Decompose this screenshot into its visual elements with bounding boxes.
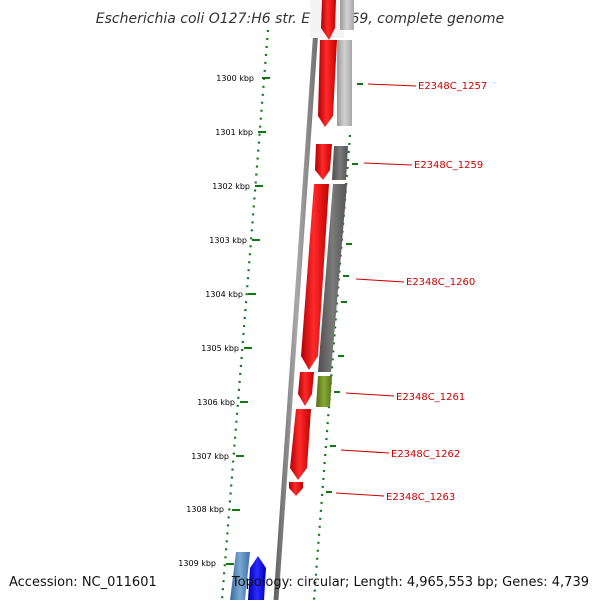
cds-track-red xyxy=(289,40,337,496)
gene-top-grey-small xyxy=(340,0,354,30)
ruler-label: 1301 kbp xyxy=(215,128,253,137)
feature-olive xyxy=(316,376,332,407)
gene-arrow-blue xyxy=(248,556,266,600)
ruler-label: 1308 kbp xyxy=(186,505,224,514)
accession-text: Accession: NC_011601 xyxy=(9,575,157,590)
label-leader-line xyxy=(345,392,395,397)
label-leader-line xyxy=(340,449,390,454)
kbp-ruler: 1300 kbp 1301 kbp 1302 kbp 1303 kbp 1304… xyxy=(178,74,270,568)
gene-arrow-top-red xyxy=(321,0,336,40)
gene-arrow-1262 xyxy=(290,409,311,480)
ruler-label: 1309 kbp xyxy=(178,559,216,568)
genome-summary-text: Topology: circular; Length: 4,965,553 bp… xyxy=(231,575,589,590)
feature-steel-blue xyxy=(230,552,250,600)
ruler-label: 1302 kbp xyxy=(212,182,250,191)
genome-backbone xyxy=(273,0,321,600)
gene-label-1259[interactable]: E2348C_1259 xyxy=(414,160,483,171)
gene-label-1263[interactable]: E2348C_1263 xyxy=(386,492,455,503)
bottom-gene-cluster xyxy=(230,552,266,600)
feature-grey-dark-long xyxy=(318,184,347,372)
label-leader-line xyxy=(355,278,405,283)
ruler-label: 1305 kbp xyxy=(201,344,239,353)
gene-arrow-1263 xyxy=(289,482,303,496)
gene-label-1257[interactable]: E2348C_1257 xyxy=(418,81,487,92)
ruler-label: 1307 kbp xyxy=(191,452,229,461)
gene-label-group: E2348C_1257 E2348C_1259 E2348C_1260 E234… xyxy=(335,81,487,503)
gene-label-1261[interactable]: E2348C_1261 xyxy=(396,392,465,403)
outer-dotted-ring xyxy=(220,29,270,600)
inner-dotted-ring xyxy=(312,134,352,600)
top-gene-cluster xyxy=(310,0,354,40)
label-leader-line xyxy=(367,83,417,87)
feature-track-grey xyxy=(316,40,352,407)
inner-ring-dots xyxy=(312,134,352,600)
gene-arrow-1260 xyxy=(301,184,329,370)
gene-label-1260[interactable]: E2348C_1260 xyxy=(406,277,475,288)
label-leader-line xyxy=(363,162,413,166)
ruler-label: 1303 kbp xyxy=(209,236,247,245)
ruler-label: 1306 kbp xyxy=(197,398,235,407)
gene-arrow-1259 xyxy=(315,144,332,180)
label-leader-line xyxy=(335,492,385,497)
feature-grey-light xyxy=(337,40,352,126)
inner-track-ticks xyxy=(326,83,363,493)
ruler-label: 1300 kbp xyxy=(216,74,254,83)
gene-arrow-1257 xyxy=(318,40,337,127)
map-title: Escherichia coli O127:H6 str. E2348/69, … xyxy=(96,11,504,27)
gene-arrow-1261 xyxy=(298,372,314,406)
outer-ring-dots xyxy=(220,29,270,600)
feature-grey-dark-short xyxy=(332,146,348,180)
ruler-label: 1304 kbp xyxy=(205,290,243,299)
gene-label-1262[interactable]: E2348C_1262 xyxy=(391,449,460,460)
